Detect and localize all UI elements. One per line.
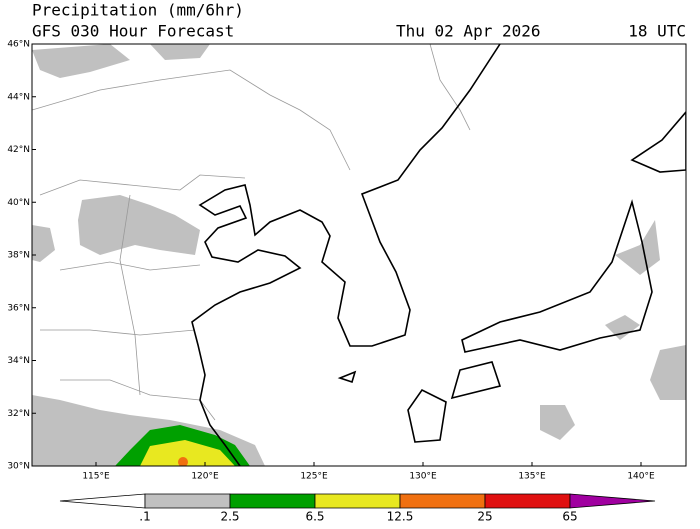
map-frame (31, 43, 687, 467)
precip-intense (178, 457, 188, 466)
colorbar: .1 2.5 6.5 12.5 25 65 (59, 493, 656, 524)
lon-label: 140°E (627, 472, 655, 482)
lat-label: 40°N (7, 198, 30, 208)
colorbar-label: 65 (562, 510, 577, 524)
colorbar-segment (569, 493, 656, 509)
colorbar-segment (399, 493, 486, 509)
lon-label: 125°E (300, 472, 328, 482)
title: Precipitation (mm/6hr) (32, 1, 244, 20)
precip-heavy (140, 440, 235, 466)
lon-label: 115°E (82, 472, 110, 482)
date: Thu 02 Apr 2026 (396, 22, 541, 41)
colorbar-label: 25 (477, 510, 492, 524)
lat-label: 42°N (7, 145, 30, 155)
lat-label: 30°N (7, 462, 30, 472)
graticule-labels: 46°N 44°N 42°N 40°N 38°N 36°N 34°N 32°N 30°N 115°… (7, 40, 655, 482)
colorbar-segment (314, 493, 401, 509)
time: 18 UTC (628, 22, 686, 41)
colorbar-label: .1 (139, 510, 150, 524)
lon-label: 130°E (409, 472, 437, 482)
lat-label: 44°N (7, 92, 30, 102)
colorbar-label: 6.5 (305, 510, 324, 524)
colorbar-label: 2.5 (220, 510, 239, 524)
precip-light (32, 44, 686, 466)
map (31, 43, 687, 467)
lat-label: 38°N (7, 251, 30, 261)
colorbar-segment (484, 493, 571, 509)
borders (32, 44, 471, 421)
colorbar-label: 12.5 (387, 510, 414, 524)
lon-label: 120°E (191, 472, 219, 482)
colorbar-segment (59, 493, 146, 509)
lon-label: 135°E (518, 472, 546, 482)
lat-label: 34°N (7, 356, 30, 366)
lat-label: 36°N (7, 303, 30, 313)
lat-label: 46°N (7, 40, 30, 50)
colorbar-segment (144, 493, 231, 509)
subtitle: GFS 030 Hour Forecast (32, 22, 234, 41)
colorbar-segment (229, 493, 316, 509)
lat-label: 32°N (7, 409, 30, 419)
coastline (191, 44, 686, 466)
